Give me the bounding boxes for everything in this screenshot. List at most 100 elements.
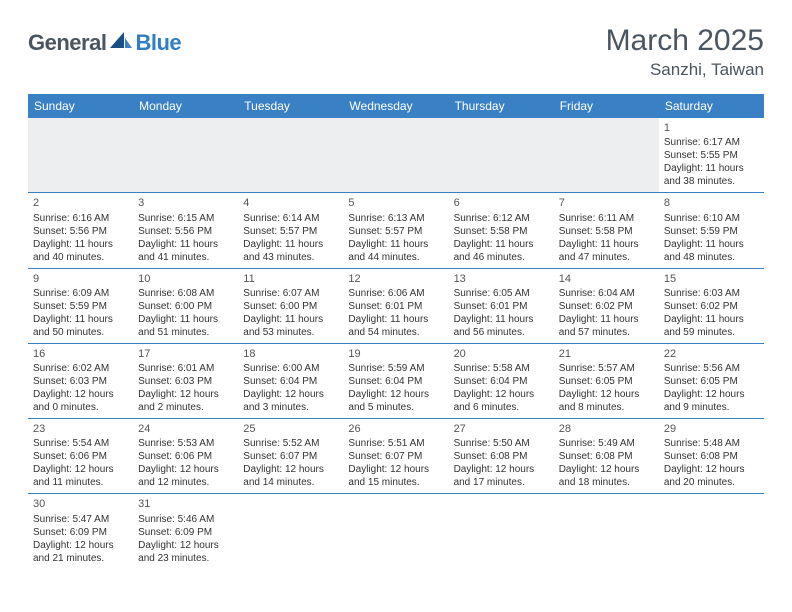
cell-daylight2: and 18 minutes. (559, 476, 654, 489)
day-number: 20 (454, 347, 549, 361)
cell-daylight1: Daylight: 11 hours (559, 313, 654, 326)
calendar-cell: 1Sunrise: 6:17 AMSunset: 5:55 PMDaylight… (659, 118, 764, 193)
day-number: 6 (454, 196, 549, 210)
weekday-header: Sunday (28, 94, 133, 118)
cell-sunrise: Sunrise: 5:57 AM (559, 362, 654, 375)
cell-daylight2: and 17 minutes. (454, 476, 549, 489)
calendar-cell: 18Sunrise: 6:00 AMSunset: 6:04 PMDayligh… (238, 343, 343, 418)
day-number: 18 (243, 347, 338, 361)
calendar-cell: 26Sunrise: 5:51 AMSunset: 6:07 PMDayligh… (343, 419, 448, 494)
calendar-cell: 17Sunrise: 6:01 AMSunset: 6:03 PMDayligh… (133, 343, 238, 418)
calendar-cell (133, 118, 238, 193)
calendar-cell: 29Sunrise: 5:48 AMSunset: 6:08 PMDayligh… (659, 419, 764, 494)
cell-sunset: Sunset: 5:55 PM (664, 149, 759, 162)
calendar-cell: 31Sunrise: 5:46 AMSunset: 6:09 PMDayligh… (133, 494, 238, 569)
cell-daylight2: and 9 minutes. (664, 401, 759, 414)
day-number: 12 (348, 272, 443, 286)
cell-daylight2: and 40 minutes. (33, 251, 128, 264)
cell-sunset: Sunset: 5:59 PM (33, 300, 128, 313)
calendar-cell: 9Sunrise: 6:09 AMSunset: 5:59 PMDaylight… (28, 268, 133, 343)
day-number: 13 (454, 272, 549, 286)
day-number: 24 (138, 422, 233, 436)
cell-daylight1: Daylight: 12 hours (138, 463, 233, 476)
calendar-cell (659, 494, 764, 569)
calendar-cell: 7Sunrise: 6:11 AMSunset: 5:58 PMDaylight… (554, 193, 659, 268)
calendar-cell (554, 494, 659, 569)
day-number: 21 (559, 347, 654, 361)
weekday-header: Wednesday (343, 94, 448, 118)
cell-sunset: Sunset: 5:57 PM (348, 225, 443, 238)
cell-sunset: Sunset: 6:05 PM (559, 375, 654, 388)
cell-sunrise: Sunrise: 5:54 AM (33, 437, 128, 450)
day-number: 23 (33, 422, 128, 436)
calendar-cell: 2Sunrise: 6:16 AMSunset: 5:56 PMDaylight… (28, 193, 133, 268)
cell-sunset: Sunset: 6:06 PM (138, 450, 233, 463)
day-number: 10 (138, 272, 233, 286)
cell-sunrise: Sunrise: 5:53 AM (138, 437, 233, 450)
cell-sunrise: Sunrise: 6:00 AM (243, 362, 338, 375)
day-number: 9 (33, 272, 128, 286)
cell-sunrise: Sunrise: 6:15 AM (138, 212, 233, 225)
brand-sail-icon (110, 32, 132, 55)
cell-daylight1: Daylight: 12 hours (138, 388, 233, 401)
cell-sunrise: Sunrise: 6:08 AM (138, 287, 233, 300)
cell-daylight1: Daylight: 11 hours (348, 313, 443, 326)
cell-sunrise: Sunrise: 6:02 AM (33, 362, 128, 375)
brand-part2: Blue (135, 30, 181, 56)
cell-daylight1: Daylight: 12 hours (138, 539, 233, 552)
cell-daylight1: Daylight: 11 hours (33, 313, 128, 326)
cell-sunrise: Sunrise: 6:13 AM (348, 212, 443, 225)
calendar-cell: 27Sunrise: 5:50 AMSunset: 6:08 PMDayligh… (449, 419, 554, 494)
calendar-cell (238, 118, 343, 193)
day-number: 31 (138, 497, 233, 511)
cell-sunset: Sunset: 6:07 PM (348, 450, 443, 463)
calendar-cell: 30Sunrise: 5:47 AMSunset: 6:09 PMDayligh… (28, 494, 133, 569)
calendar-cell: 16Sunrise: 6:02 AMSunset: 6:03 PMDayligh… (28, 343, 133, 418)
cell-sunset: Sunset: 6:09 PM (33, 526, 128, 539)
cell-sunset: Sunset: 6:01 PM (348, 300, 443, 313)
cell-daylight1: Daylight: 12 hours (664, 463, 759, 476)
calendar-cell: 24Sunrise: 5:53 AMSunset: 6:06 PMDayligh… (133, 419, 238, 494)
day-number: 2 (33, 196, 128, 210)
cell-sunrise: Sunrise: 5:49 AM (559, 437, 654, 450)
cell-sunrise: Sunrise: 6:17 AM (664, 136, 759, 149)
day-number: 19 (348, 347, 443, 361)
day-number: 15 (664, 272, 759, 286)
cell-sunset: Sunset: 6:04 PM (348, 375, 443, 388)
cell-daylight2: and 51 minutes. (138, 326, 233, 339)
cell-daylight2: and 53 minutes. (243, 326, 338, 339)
cell-daylight1: Daylight: 11 hours (138, 238, 233, 251)
calendar-cell: 11Sunrise: 6:07 AMSunset: 6:00 PMDayligh… (238, 268, 343, 343)
cell-sunset: Sunset: 6:02 PM (559, 300, 654, 313)
calendar-week-row: 23Sunrise: 5:54 AMSunset: 6:06 PMDayligh… (28, 419, 764, 494)
day-number: 4 (243, 196, 338, 210)
day-number: 29 (664, 422, 759, 436)
cell-daylight1: Daylight: 11 hours (664, 313, 759, 326)
cell-daylight2: and 5 minutes. (348, 401, 443, 414)
title-block: March 2025 Sanzhi, Taiwan (606, 24, 764, 80)
cell-sunrise: Sunrise: 5:47 AM (33, 513, 128, 526)
calendar-week-row: 1Sunrise: 6:17 AMSunset: 5:55 PMDaylight… (28, 118, 764, 193)
cell-daylight2: and 21 minutes. (33, 552, 128, 565)
cell-daylight2: and 38 minutes. (664, 175, 759, 188)
day-number: 30 (33, 497, 128, 511)
cell-daylight2: and 46 minutes. (454, 251, 549, 264)
cell-sunrise: Sunrise: 6:10 AM (664, 212, 759, 225)
calendar-body: 1Sunrise: 6:17 AMSunset: 5:55 PMDaylight… (28, 118, 764, 569)
cell-daylight2: and 23 minutes. (138, 552, 233, 565)
cell-daylight2: and 12 minutes. (138, 476, 233, 489)
cell-sunset: Sunset: 5:56 PM (138, 225, 233, 238)
cell-sunrise: Sunrise: 6:14 AM (243, 212, 338, 225)
calendar-cell: 3Sunrise: 6:15 AMSunset: 5:56 PMDaylight… (133, 193, 238, 268)
cell-sunrise: Sunrise: 5:48 AM (664, 437, 759, 450)
cell-daylight1: Daylight: 11 hours (664, 162, 759, 175)
cell-sunrise: Sunrise: 6:12 AM (454, 212, 549, 225)
cell-sunrise: Sunrise: 6:06 AM (348, 287, 443, 300)
calendar-cell (238, 494, 343, 569)
calendar-cell: 6Sunrise: 6:12 AMSunset: 5:58 PMDaylight… (449, 193, 554, 268)
cell-daylight1: Daylight: 11 hours (348, 238, 443, 251)
day-number: 28 (559, 422, 654, 436)
cell-daylight1: Daylight: 11 hours (454, 313, 549, 326)
header: General Blue March 2025 Sanzhi, Taiwan (28, 24, 764, 80)
day-number: 7 (559, 196, 654, 210)
